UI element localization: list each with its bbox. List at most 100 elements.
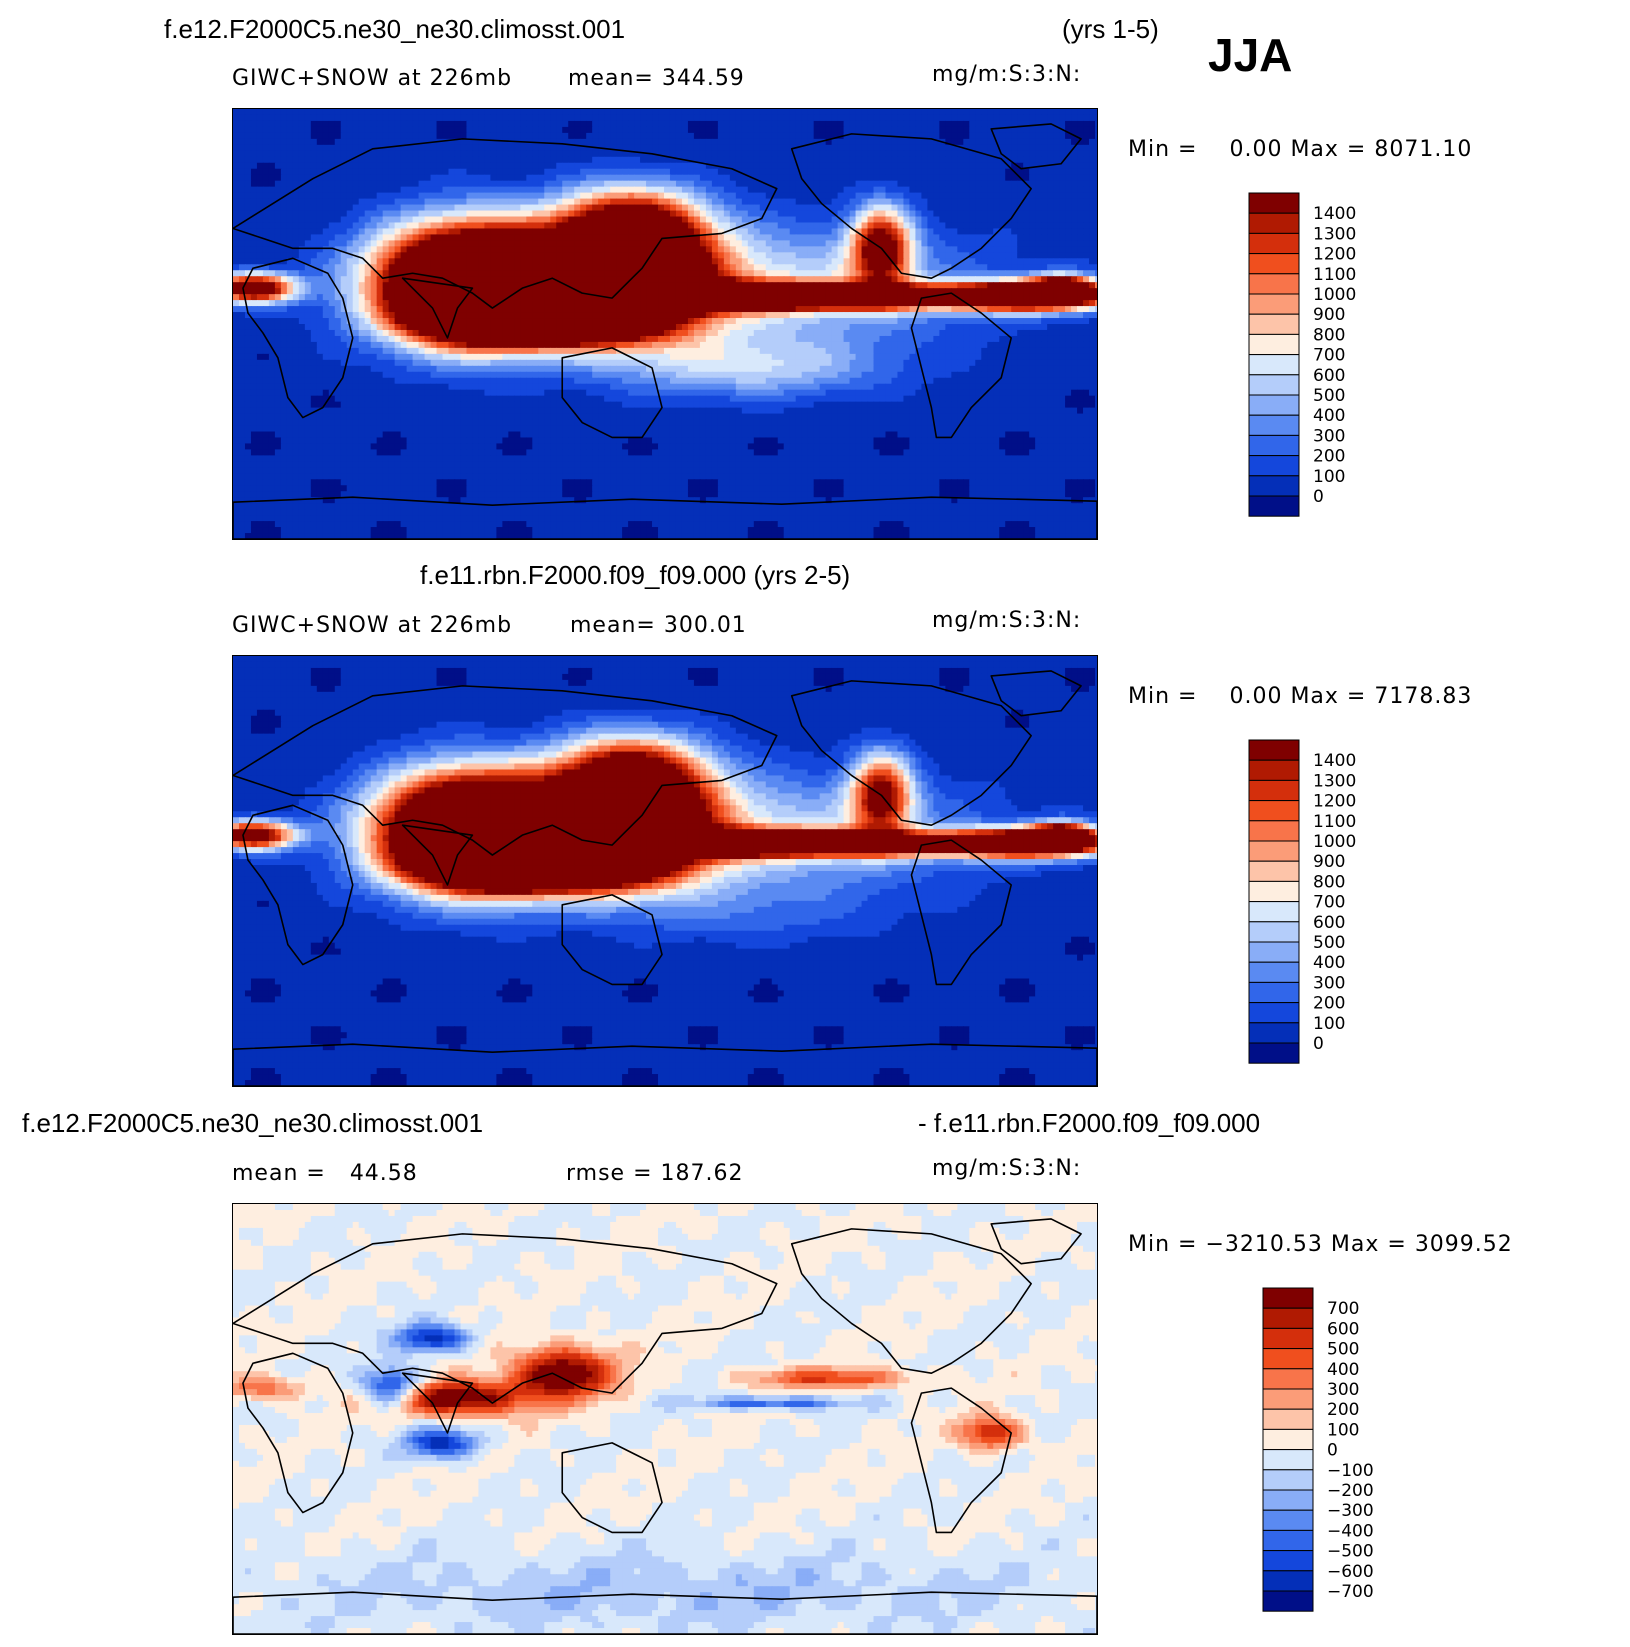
field-cell — [238, 186, 246, 194]
field-cell — [574, 174, 581, 182]
field-cell — [717, 306, 725, 313]
field-cell — [1083, 204, 1090, 212]
field-cell — [640, 138, 647, 146]
field-cell — [556, 162, 563, 170]
field-cell — [388, 192, 396, 200]
field-cell — [406, 294, 414, 301]
field-cell — [951, 186, 958, 194]
field-cell — [448, 198, 456, 206]
field-cell — [879, 144, 887, 152]
field-cell — [568, 264, 575, 271]
field-cell — [322, 282, 330, 289]
field-cell — [508, 276, 515, 283]
field-cell — [244, 180, 252, 188]
panel1-map — [232, 108, 1098, 540]
field-cell — [640, 198, 647, 206]
field-cell — [717, 186, 725, 194]
field-cell — [658, 186, 665, 194]
field-cell — [807, 126, 815, 134]
field-cell — [945, 180, 952, 188]
field-cell — [436, 168, 444, 176]
field-cell — [664, 210, 671, 218]
field-cell — [693, 216, 701, 224]
field-cell — [640, 270, 647, 277]
field-cell — [334, 228, 342, 236]
field-cell — [915, 240, 923, 247]
field-cell — [430, 294, 438, 301]
field-cell — [340, 276, 348, 283]
field-cell — [388, 264, 396, 271]
field-cell — [783, 240, 791, 247]
field-cell — [825, 306, 833, 313]
field-cell — [861, 258, 869, 265]
field-cell — [238, 198, 246, 206]
field-cell — [759, 120, 767, 128]
field-cell — [406, 162, 414, 170]
field-cell — [310, 288, 318, 295]
field-cell — [795, 282, 803, 289]
field-cell — [987, 216, 994, 224]
field-cell — [1041, 132, 1048, 140]
field-cell — [873, 252, 881, 259]
field-cell — [652, 228, 659, 236]
field-cell — [687, 132, 695, 140]
field-cell — [382, 162, 390, 170]
field-cell — [747, 192, 755, 200]
field-cell — [394, 150, 402, 158]
field-cell — [286, 168, 294, 176]
field-cell — [538, 192, 545, 200]
field-cell — [867, 192, 875, 200]
field-cell — [729, 109, 737, 116]
field-cell — [831, 264, 839, 271]
field-cell — [861, 109, 869, 116]
field-cell — [532, 282, 539, 289]
field-cell — [921, 132, 928, 140]
field-cell — [777, 264, 785, 271]
field-cell — [783, 168, 791, 176]
field-cell — [801, 132, 809, 140]
field-cell — [586, 192, 593, 200]
field-cell — [747, 120, 755, 128]
field-cell — [502, 240, 509, 247]
field-cell — [843, 114, 851, 122]
field-cell — [442, 264, 450, 271]
field-cell — [1065, 126, 1072, 134]
field-cell — [813, 192, 821, 200]
field-cell — [693, 234, 701, 241]
field-cell — [358, 132, 366, 140]
field-cell — [286, 222, 294, 230]
field-cell — [783, 294, 791, 301]
field-cell — [1005, 264, 1012, 271]
field-cell — [496, 312, 503, 319]
field-cell — [280, 156, 288, 164]
field-cell — [945, 174, 952, 182]
field-cell — [1041, 156, 1048, 164]
field-cell — [538, 109, 545, 116]
field-cell — [304, 126, 312, 134]
field-cell — [963, 264, 970, 271]
field-cell — [592, 198, 599, 206]
field-cell — [508, 144, 515, 152]
field-cell — [945, 198, 952, 206]
field-cell — [532, 198, 539, 206]
field-cell — [490, 114, 497, 122]
field-cell — [478, 234, 486, 241]
field-cell — [837, 288, 845, 295]
field-cell — [909, 222, 917, 230]
field-cell — [598, 240, 605, 247]
field-cell — [580, 192, 587, 200]
field-cell — [652, 258, 659, 265]
field-cell — [777, 126, 785, 134]
field-cell — [376, 288, 384, 295]
field-cell — [831, 222, 839, 230]
field-cell — [472, 276, 480, 283]
field-cell — [592, 132, 599, 140]
field-cell — [424, 312, 432, 319]
field-cell — [951, 132, 958, 140]
field-cell — [640, 228, 647, 236]
field-cell — [879, 234, 887, 241]
field-cell — [897, 222, 905, 230]
field-cell — [280, 252, 288, 259]
field-cell — [1035, 150, 1042, 158]
field-cell — [346, 312, 354, 319]
